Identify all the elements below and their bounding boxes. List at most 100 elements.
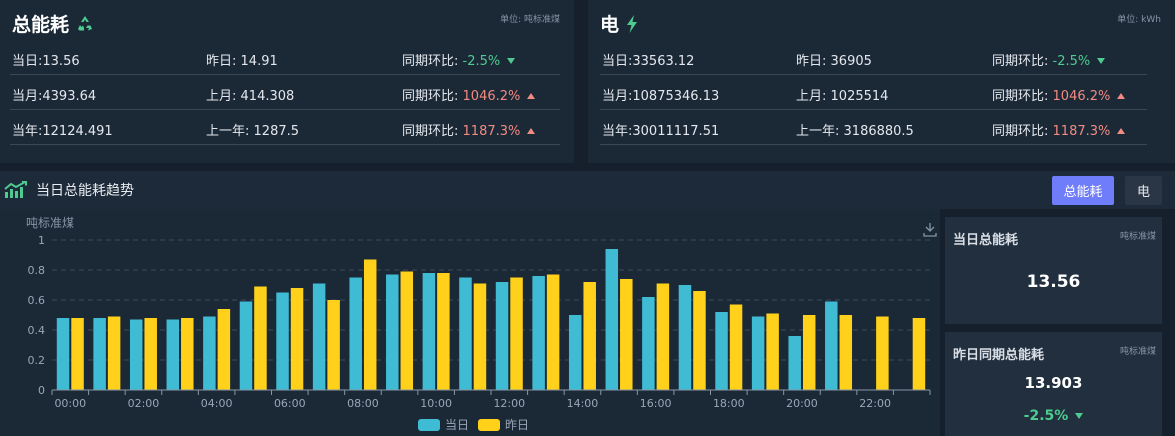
trend-title: 当日总能耗趋势 — [4, 180, 134, 200]
bar-yesterday — [71, 318, 84, 390]
bar-yesterday — [839, 315, 853, 390]
x-tick-label: 02:00 — [128, 397, 160, 410]
electricity-panel: 电 单位: kWh 当日:33563.12 昨日: 36905 同期环比: -2… — [588, 0, 1175, 163]
bar-yesterday — [656, 283, 670, 390]
x-tick-label: 22:00 — [859, 397, 891, 410]
comparison-stat: 同期环比: 1046.2% — [992, 85, 1126, 104]
previous-stat: 上一年: 3186880.5 — [796, 124, 914, 139]
previous-stat: 上一年: 1287.5 — [206, 124, 300, 139]
bar-today — [93, 318, 106, 390]
tab-electricity[interactable]: 电 — [1125, 176, 1162, 205]
comparison-stat: 同期环比: 1187.3% — [992, 120, 1126, 139]
card-value: 13.903 — [1024, 374, 1083, 392]
trend-up-icon — [527, 128, 536, 134]
bar-yesterday — [693, 291, 706, 390]
current-stat: 当年:12124.491 — [12, 124, 113, 139]
y-axis-label: 吨标准煤 — [26, 216, 74, 230]
download-icon[interactable] — [923, 223, 937, 237]
stat-row-month: 当月:4393.64 上月: 414.308 同期环比: 1046.2% — [10, 75, 560, 110]
current-stat: 当月:4393.64 — [12, 89, 97, 104]
stat-row-year: 当年:12124.491 上一年: 1287.5 同期环比: 1187.3% — [10, 110, 560, 145]
previous-stat: 昨日: 36905 — [796, 54, 872, 69]
bar-yesterday — [802, 315, 816, 390]
tab-total-energy[interactable]: 总能耗 — [1052, 176, 1114, 205]
comparison-stat: 同期环比: -2.5% — [992, 50, 1106, 69]
comparison-stat: 同期环比: -2.5% — [402, 50, 516, 69]
bar-today — [642, 297, 655, 390]
stat-row-year: 当年:30011117.51 上一年: 3186880.5 同期环比: 1187… — [600, 110, 1147, 145]
legend-label: 当日 — [445, 418, 469, 432]
y-axis: 0 0.2 0.4 0.6 0.8 1 — [28, 234, 46, 397]
card-value: 13.56 — [1026, 272, 1081, 292]
legend-swatch — [418, 419, 440, 431]
chart-legend: 当日 昨日 — [418, 418, 529, 432]
electricity-unit: 单位: kWh — [1117, 15, 1161, 25]
bar-today — [751, 316, 765, 390]
trend-up-icon — [1117, 128, 1126, 134]
bar-today — [386, 274, 399, 390]
electricity-rows: 当日:33563.12 昨日: 36905 同期环比: -2.5% 当月:108… — [600, 40, 1147, 145]
current-stat: 当年:30011117.51 — [602, 124, 720, 139]
trend-down-icon — [1097, 58, 1106, 64]
previous-stat: 昨日: 14.91 — [206, 54, 278, 69]
y-tick-label: 1 — [38, 234, 45, 247]
x-tick-label: 04:00 — [201, 397, 233, 410]
card-title: 昨日同期总能耗 — [953, 348, 1045, 363]
legend-swatch — [478, 419, 500, 431]
total-energy-rows: 当日:13.56 昨日: 14.91 同期环比: -2.5% 当月:4393.6… — [10, 40, 560, 145]
chart-grid — [52, 239, 930, 361]
trend-up-icon — [1117, 93, 1126, 99]
trend-bar-chart: 吨标准煤 00:00 02:00 04:00 06:00 08:00 10:00 12:00… — [26, 216, 937, 432]
y-tick-label: 0.8 — [28, 264, 46, 277]
x-tick-label: 14:00 — [567, 397, 599, 410]
bar-yesterday — [473, 283, 487, 390]
card-unit: 吨标准煤 — [1119, 232, 1156, 242]
bar-yesterday — [912, 318, 926, 390]
trend-down-icon — [1075, 413, 1084, 419]
bar-today — [532, 276, 545, 390]
previous-stat: 上月: 414.308 — [206, 89, 295, 104]
card-title: 当日总能耗 — [953, 233, 1019, 248]
trend-down-icon — [507, 58, 516, 64]
bar-today — [203, 316, 216, 390]
today-total-card: 当日总能耗 吨标准煤 13.56 — [945, 217, 1162, 324]
trend-header: 当日总能耗趋势 总能耗 电 — [0, 171, 1175, 209]
bar-today — [56, 318, 70, 390]
bar-today — [239, 301, 253, 390]
bar-today — [422, 273, 436, 390]
recycle-icon — [78, 15, 93, 30]
bar-yesterday — [620, 279, 633, 390]
bar-yesterday — [290, 288, 304, 390]
bar-today — [825, 301, 838, 390]
y-tick-label: 0.6 — [28, 294, 46, 307]
bar-yesterday — [363, 259, 377, 390]
bar-today — [678, 285, 692, 390]
previous-stat: 上月: 1025514 — [796, 89, 889, 104]
bar-yesterday — [437, 273, 450, 390]
card-change: -2.5% — [945, 408, 1162, 424]
x-tick-label: 20:00 — [786, 397, 818, 410]
x-tick-label: 16:00 — [640, 397, 672, 410]
stat-row-day: 当日:33563.12 昨日: 36905 同期环比: -2.5% — [600, 40, 1147, 75]
bar-yesterday — [217, 309, 231, 390]
bar-today — [495, 282, 509, 390]
bar-today — [715, 312, 728, 390]
bar-yesterday — [107, 316, 121, 390]
chart-bars — [56, 249, 926, 390]
lightning-icon — [627, 14, 638, 33]
x-tick-label: 00:00 — [54, 397, 86, 410]
bar-yesterday — [327, 300, 340, 390]
stat-row-month: 当月:10875346.13 上月: 1025514 同期环比: 1046.2% — [600, 75, 1147, 110]
x-tick-label: 10:00 — [420, 397, 452, 410]
bar-yesterday — [510, 277, 523, 390]
x-tick-label: 08:00 — [347, 397, 379, 410]
trend-chart-icon — [4, 181, 27, 198]
bar-today — [276, 292, 289, 390]
current-stat: 当月:10875346.13 — [602, 89, 720, 104]
stat-row-day: 当日:13.56 昨日: 14.91 同期环比: -2.5% — [10, 40, 560, 75]
legend-label: 昨日 — [505, 418, 529, 432]
electricity-title: 电 — [600, 10, 639, 37]
yesterday-total-card: 昨日同期总能耗 吨标准煤 13.903 -2.5% — [945, 332, 1162, 436]
y-tick-label: 0 — [38, 384, 45, 397]
x-tick-label: 12:00 — [493, 397, 525, 410]
